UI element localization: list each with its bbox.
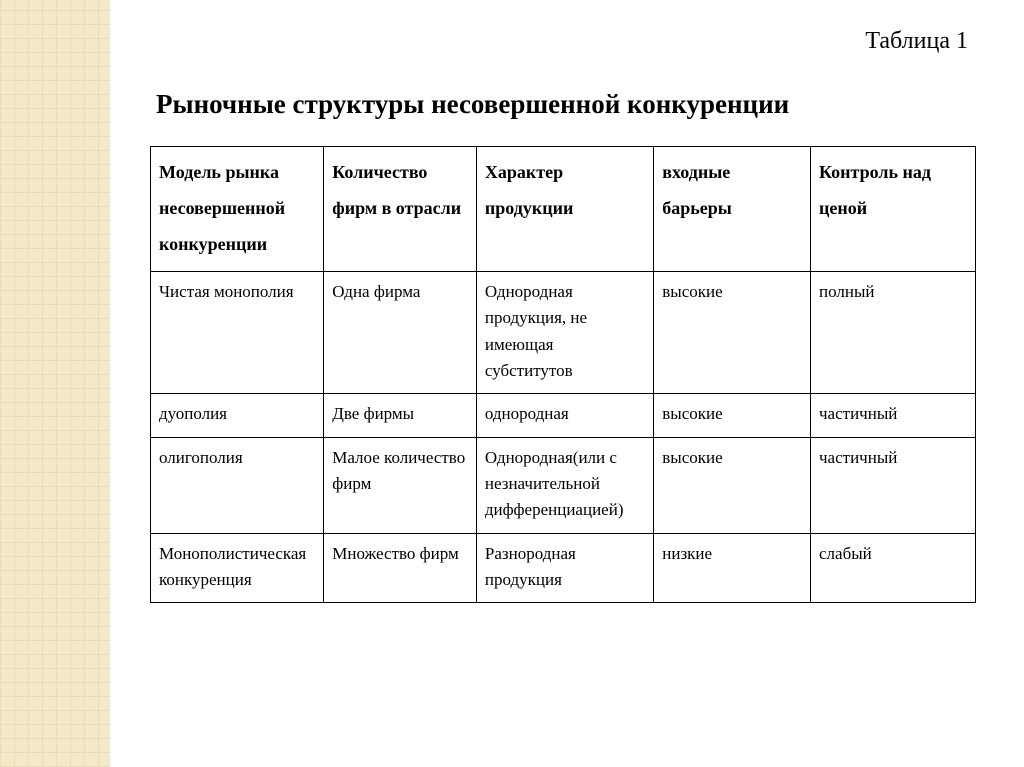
table-header-cell: Контроль над ценой (811, 147, 976, 272)
table-cell: частичный (811, 394, 976, 437)
table-header-cell: Количество фирм в отрасли (324, 147, 477, 272)
market-structures-table: Модель рынка несовершенной конкуренции К… (150, 146, 976, 603)
table-cell: высокие (654, 437, 811, 533)
table-cell: Две фирмы (324, 394, 477, 437)
table-cell: Разнородная продукция (476, 533, 653, 603)
table-caption: Таблица 1 (150, 28, 968, 55)
table-cell: полный (811, 272, 976, 394)
slide-content: Таблица 1 Рыночные структуры несовершенн… (110, 0, 1024, 767)
table-cell: слабый (811, 533, 976, 603)
table-cell: Множество фирм (324, 533, 477, 603)
slide-title: Рыночные структуры несовершенной конкуре… (156, 89, 976, 120)
table-cell: высокие (654, 394, 811, 437)
table-cell: Однородная(или с незначительной дифферен… (476, 437, 653, 533)
table-header-cell: Модель рынка несовершенной конкуренции (151, 147, 324, 272)
table-cell: частичный (811, 437, 976, 533)
table-cell: Однородная продукция, не имеющая субстит… (476, 272, 653, 394)
table-header-cell: Характер продукции (476, 147, 653, 272)
table-header-row: Модель рынка несовершенной конкуренции К… (151, 147, 976, 272)
table-cell: дуополия (151, 394, 324, 437)
table-row: олигополия Малое количество фирм Однород… (151, 437, 976, 533)
table-cell: однородная (476, 394, 653, 437)
table-cell: высокие (654, 272, 811, 394)
table-cell: низкие (654, 533, 811, 603)
table-cell: олигополия (151, 437, 324, 533)
table-header-cell: входные барьеры (654, 147, 811, 272)
table-cell: Монополистическая конкуренция (151, 533, 324, 603)
table-cell: Малое количество фирм (324, 437, 477, 533)
table-cell: Чистая монополия (151, 272, 324, 394)
decorative-sidebar (0, 0, 110, 767)
table-row: дуополия Две фирмы однородная высокие ча… (151, 394, 976, 437)
table-cell: Одна фирма (324, 272, 477, 394)
table-row: Монополистическая конкуренция Множество … (151, 533, 976, 603)
table-row: Чистая монополия Одна фирма Однородная п… (151, 272, 976, 394)
